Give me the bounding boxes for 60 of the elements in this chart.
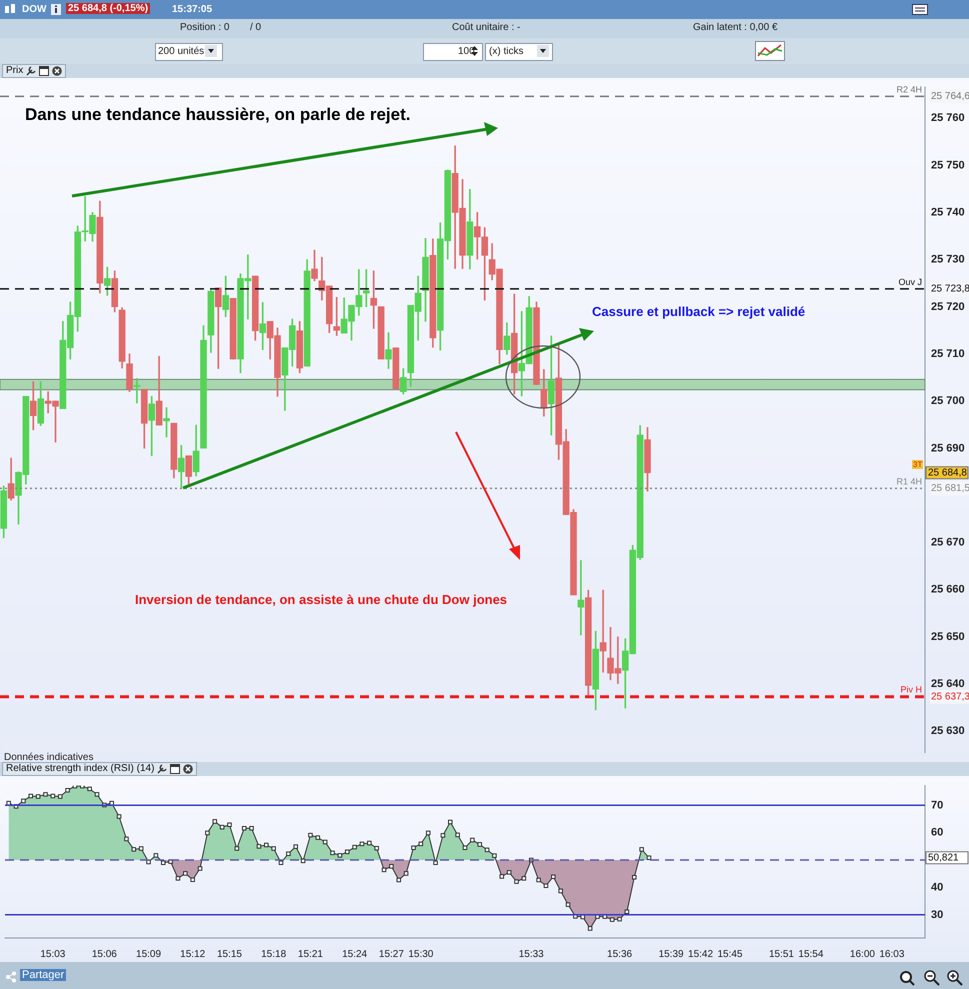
- y-tick-label: 25 660: [931, 584, 965, 596]
- y-tick-label: 70: [931, 799, 944, 812]
- annotation: Cassure et pullback => rejet validé: [592, 304, 806, 319]
- x-tick-label: 15:21: [298, 948, 324, 960]
- x-tick-label: 15:12: [180, 948, 206, 960]
- x-tick-label: 15:15: [216, 948, 242, 960]
- text: Gain latent : 0,00 €: [693, 22, 778, 33]
- text: 200 unités: [158, 46, 204, 57]
- annotation: Dans une tendance haussière, on parle de rejet.: [25, 105, 410, 125]
- text: Position : 0: [180, 22, 230, 33]
- ref-line-label: R1 4H: [896, 476, 922, 486]
- y-tick-label: 25 700: [931, 395, 965, 408]
- y-tick-label: 25 760: [931, 112, 965, 124]
- ref-line-label: Ouv J: [898, 276, 922, 287]
- candlestick: [163, 407, 170, 438]
- x-tick-label: 15:36: [607, 948, 633, 960]
- y-tick-label: 25 670: [931, 536, 965, 549]
- text: 50,821: [928, 852, 959, 864]
- text: 25 684,8 (-0,15%): [66, 3, 150, 14]
- x-tick-label: 15:45: [717, 948, 743, 960]
- y-tick-label: 40: [931, 881, 944, 894]
- y-tick-label: 25 750: [931, 159, 965, 172]
- y-tick-label: 25 720: [931, 300, 965, 313]
- x-tick-label: 15:09: [136, 948, 162, 960]
- y-tick-label: 60: [931, 826, 944, 839]
- text: (x) ticks: [489, 46, 524, 57]
- x-tick-label: 15:33: [518, 948, 544, 960]
- y-tick-label: 25 630: [931, 725, 965, 738]
- y-tick-label: 25 690: [931, 442, 965, 454]
- chart-title: Prix: [6, 65, 24, 77]
- text: DOW: [22, 4, 46, 15]
- x-tick-label: 15:06: [92, 948, 118, 960]
- x-tick-label: 16:00: [850, 948, 876, 960]
- text: Partager: [20, 969, 66, 981]
- y-tick-label: 25 640: [931, 678, 965, 690]
- x-tick-label: 15:03: [40, 948, 66, 960]
- x-tick-label: 15:54: [798, 948, 824, 960]
- text: 15:37:05: [172, 4, 212, 15]
- x-tick-label: 15:27: [378, 948, 404, 960]
- annotation: Données indicatives: [4, 752, 94, 763]
- text: Coût unitaire : -: [452, 22, 520, 33]
- ref-line-label: Piv H: [900, 684, 922, 695]
- y-tick-label: 25 730: [931, 254, 965, 266]
- x-tick-label: 15:30: [408, 948, 434, 960]
- y-tick-label: 25 740: [931, 206, 965, 218]
- annotation: Inversion de tendance, on assiste à une chute du Dow jones: [135, 592, 508, 607]
- chart-title: Relative strength index (RSI) (14): [6, 763, 154, 775]
- text: / 0: [250, 22, 262, 33]
- ref-line-label: R2 4H: [896, 84, 922, 94]
- text: 25 684,8: [928, 468, 967, 479]
- x-tick-label: 16:03: [879, 948, 905, 960]
- annotation: 3T: [912, 460, 924, 469]
- x-tick-label: 15:24: [342, 948, 368, 960]
- x-tick-label: 15:42: [688, 948, 714, 960]
- y-tick-label: 30: [931, 908, 944, 921]
- y-tick-label: 25 710: [931, 348, 965, 360]
- y-tick-label: 25 650: [931, 630, 965, 643]
- x-tick-label: 15:51: [768, 948, 794, 960]
- x-tick-label: 15:39: [658, 948, 684, 960]
- x-tick-label: 15:18: [261, 948, 287, 960]
